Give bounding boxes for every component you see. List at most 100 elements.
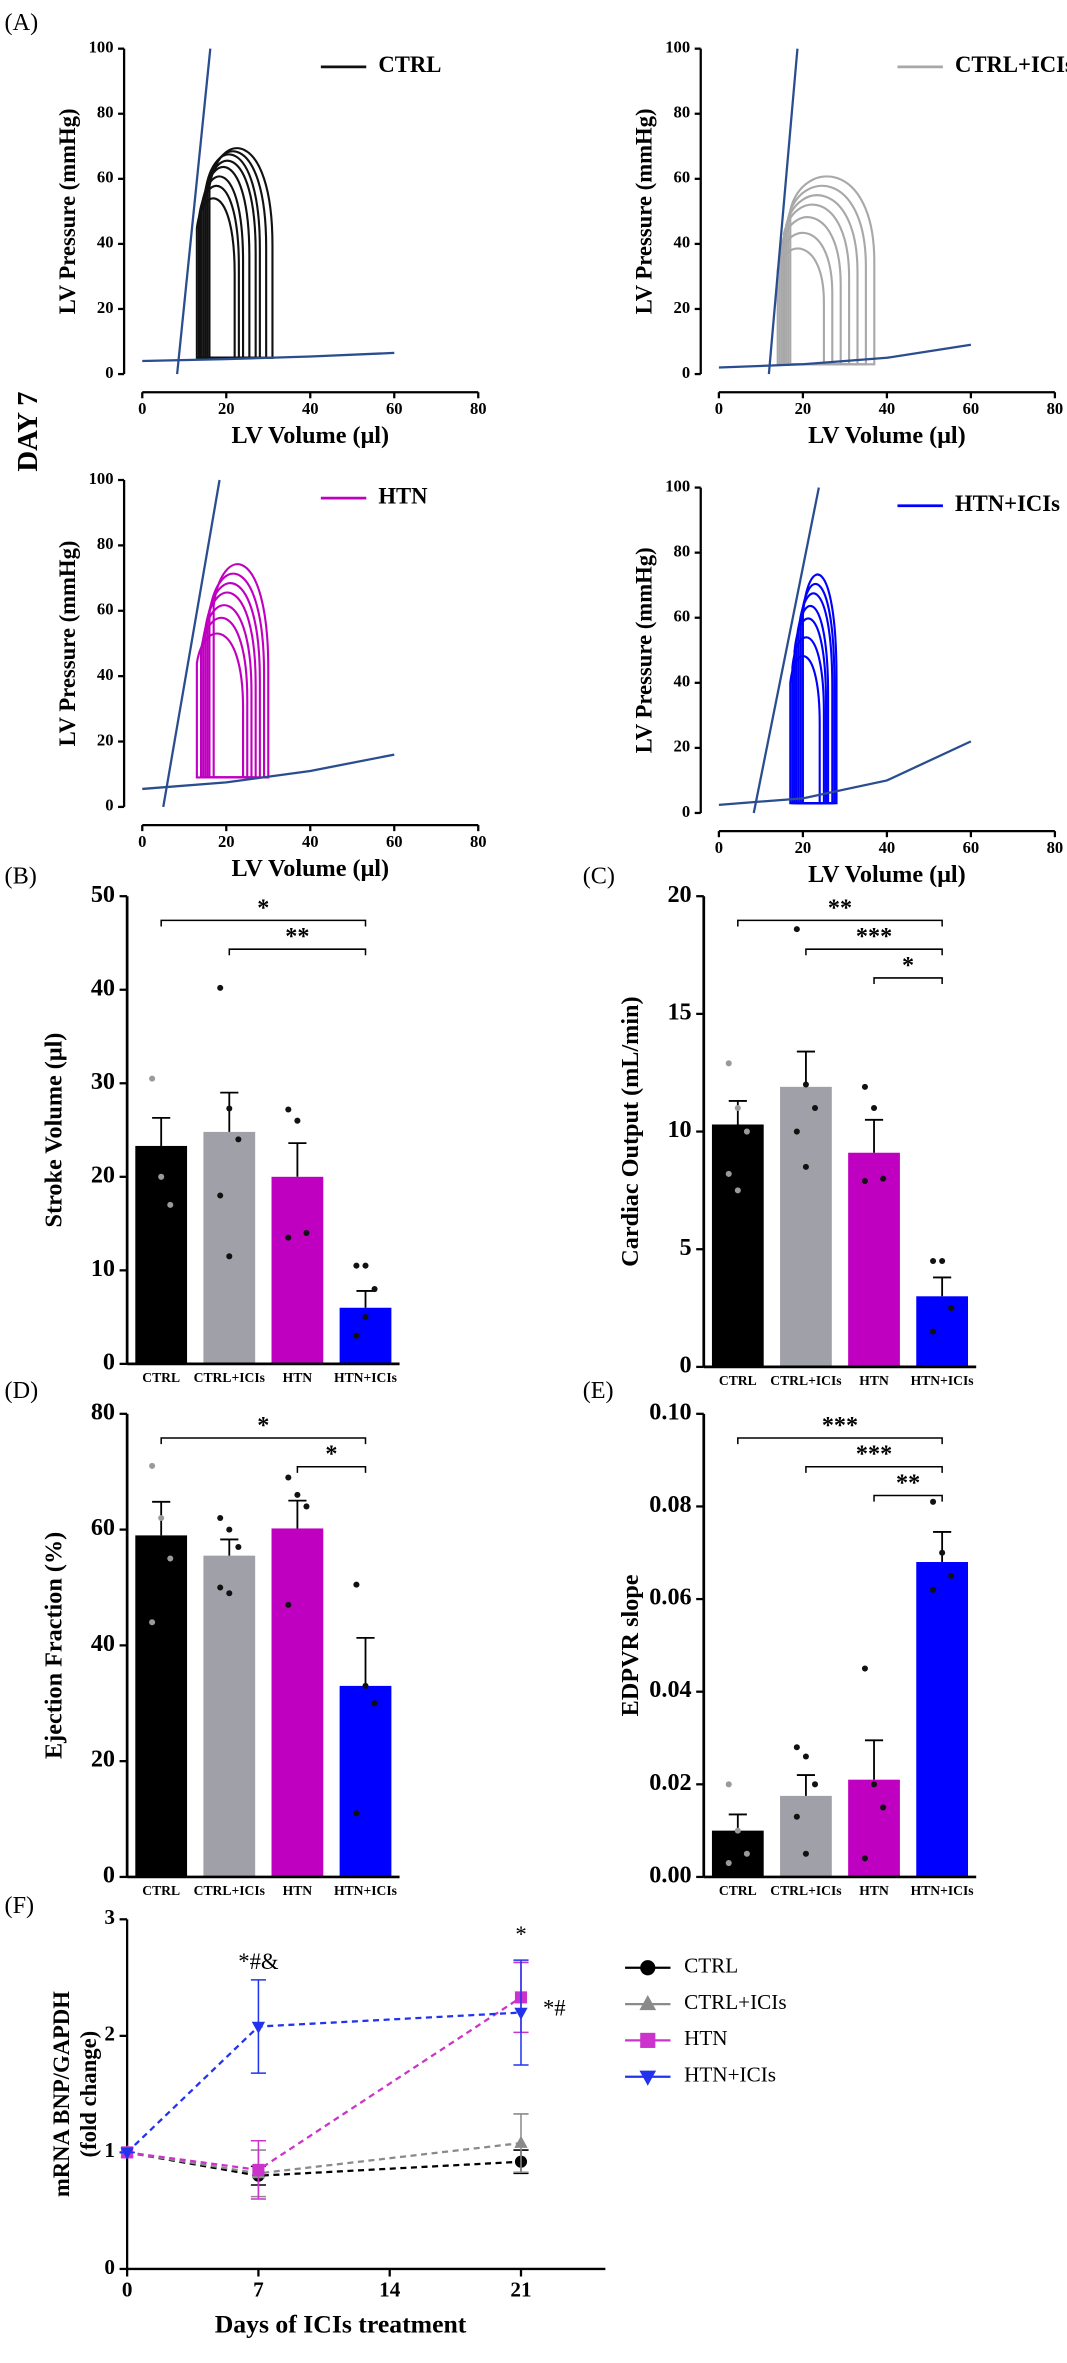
y-tick-label: 0.02 bbox=[649, 1769, 691, 1796]
data-point bbox=[149, 1619, 156, 1626]
data-point bbox=[793, 1813, 800, 1820]
y-tick-label: 80 bbox=[674, 541, 691, 560]
error-bar bbox=[220, 1538, 239, 1556]
x-tick-label: 60 bbox=[963, 399, 980, 418]
data-point bbox=[802, 1850, 809, 1857]
error-bar bbox=[356, 1636, 375, 1686]
pv-loop bbox=[195, 632, 245, 779]
annotation: * bbox=[515, 1922, 526, 1947]
significance-label: ** bbox=[828, 894, 852, 921]
significance-bracket bbox=[805, 1466, 943, 1473]
error-bar bbox=[864, 1118, 884, 1153]
legend-marker bbox=[639, 1994, 657, 2011]
pv-loop bbox=[206, 150, 268, 359]
x-tick-label: CTRL+ICIs bbox=[770, 1883, 841, 1898]
legend-label: HTN+ICIs bbox=[684, 2063, 776, 2087]
data-point bbox=[158, 1173, 165, 1180]
x-tick-label: 20 bbox=[795, 399, 812, 418]
data-point bbox=[871, 1781, 878, 1788]
significance-bracket bbox=[296, 1466, 367, 1473]
y-tick-label: 10 bbox=[91, 1255, 115, 1282]
y-tick-label: 0.04 bbox=[649, 1676, 691, 1703]
x-tick-label: CTRL bbox=[142, 1883, 180, 1898]
bar bbox=[271, 1528, 324, 1877]
bar bbox=[135, 1535, 188, 1877]
data-point bbox=[362, 1314, 369, 1321]
error-bar bbox=[356, 1290, 375, 1308]
error-bar bbox=[288, 1142, 307, 1177]
bar bbox=[339, 1685, 392, 1877]
data-point bbox=[734, 1104, 741, 1112]
bar bbox=[135, 1145, 188, 1364]
y-tick-label: 0 bbox=[682, 802, 690, 821]
x-tick-label: 20 bbox=[218, 399, 235, 418]
x-tick-label: 80 bbox=[1047, 838, 1064, 857]
x-tick-label: 60 bbox=[963, 838, 980, 857]
y-tick-label: 10 bbox=[667, 1116, 691, 1143]
x-tick-label: 60 bbox=[386, 399, 403, 418]
error-bar bbox=[728, 1100, 747, 1125]
data-point bbox=[514, 2135, 528, 2148]
data-point bbox=[235, 1543, 242, 1550]
pv-loop bbox=[789, 175, 876, 366]
y-tick-label: 20 bbox=[667, 881, 691, 908]
pv-loop bbox=[208, 572, 266, 779]
x-tick-label: HTN+ICIs bbox=[911, 1373, 974, 1388]
data-point bbox=[734, 1827, 741, 1834]
y-tick-label: 20 bbox=[674, 298, 691, 317]
significance-label: ** bbox=[896, 1470, 920, 1497]
pv-loop bbox=[791, 636, 825, 805]
pv-loop bbox=[208, 147, 274, 359]
error-bar bbox=[796, 1774, 816, 1796]
data-point bbox=[158, 1514, 165, 1522]
bar bbox=[780, 1086, 832, 1367]
panel-label: (C) bbox=[583, 863, 615, 890]
row-label: DAY 7 bbox=[12, 391, 44, 471]
y-tick-label: 80 bbox=[91, 1398, 115, 1425]
y-tick-label: 80 bbox=[97, 534, 114, 553]
data-point bbox=[725, 1060, 732, 1067]
edpvr-line bbox=[718, 343, 972, 369]
espvr-line bbox=[752, 487, 820, 814]
bar bbox=[848, 1152, 900, 1367]
y-tick-label: 20 bbox=[97, 730, 114, 749]
y-tick-label: 100 bbox=[89, 37, 114, 56]
y-tick-label: 40 bbox=[97, 233, 114, 252]
y-axis-title: LV Pressure (mmHg) bbox=[631, 547, 656, 753]
significance-bracket bbox=[228, 948, 367, 956]
y-tick-label: 100 bbox=[89, 469, 114, 488]
x-tick-label: 0 bbox=[122, 2277, 133, 2301]
legend-marker bbox=[640, 1960, 656, 1976]
data-point bbox=[802, 1753, 809, 1760]
bar bbox=[711, 1124, 764, 1367]
data-point bbox=[217, 1514, 224, 1522]
x-tick-label: 80 bbox=[1047, 399, 1064, 418]
data-point bbox=[880, 1804, 887, 1811]
legend-label: HTN bbox=[684, 2026, 728, 2050]
data-point bbox=[743, 1128, 750, 1135]
pv-loop bbox=[204, 591, 257, 779]
pv-loop bbox=[212, 563, 270, 779]
data-point bbox=[725, 1860, 732, 1867]
x-tick-label: HTN+ICIs bbox=[334, 1883, 397, 1898]
panel-label: (A) bbox=[5, 9, 39, 36]
error-bar bbox=[220, 1091, 239, 1132]
x-tick-label: 7 bbox=[253, 2277, 264, 2301]
y-tick-label: 0 bbox=[682, 363, 690, 382]
data-point bbox=[793, 1128, 800, 1135]
pv-loop bbox=[801, 573, 838, 805]
data-point bbox=[880, 1175, 887, 1182]
legend-label: CTRL bbox=[378, 52, 441, 77]
pv-loop bbox=[793, 617, 828, 805]
x-tick-label: 40 bbox=[879, 399, 896, 418]
y-axis-title: LV Pressure (mmHg) bbox=[631, 108, 656, 314]
y-tick-label: 20 bbox=[91, 1746, 115, 1773]
y-tick-label: 80 bbox=[674, 103, 691, 122]
data-point bbox=[743, 1850, 750, 1857]
x-axis-title: LV Volume (μl) bbox=[808, 422, 966, 449]
data-point bbox=[149, 1462, 156, 1469]
bar bbox=[203, 1555, 256, 1877]
espvr-line bbox=[162, 479, 221, 808]
x-axis-title: LV Volume (μl) bbox=[231, 855, 389, 882]
data-point bbox=[294, 1491, 301, 1498]
